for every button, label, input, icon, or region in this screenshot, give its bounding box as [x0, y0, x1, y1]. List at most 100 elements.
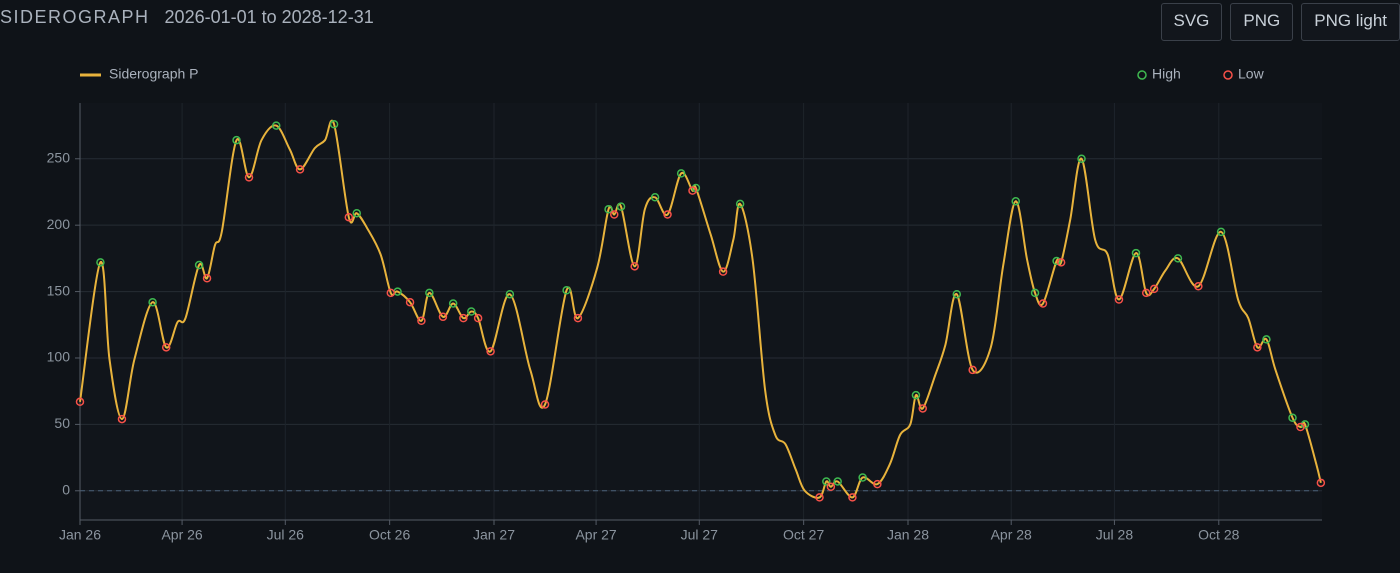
data-line [79, 119, 1322, 499]
extremum-marker [271, 121, 281, 130]
extremum-marker [1149, 284, 1159, 294]
extremum-marker [425, 288, 434, 298]
extremum-marker [459, 313, 468, 323]
x-tick-label: Apr 28 [991, 527, 1032, 543]
extremum-marker [826, 482, 836, 492]
extremum-marker [815, 493, 824, 502]
y-tick-label: 0 [62, 481, 70, 497]
extremum-marker [202, 274, 212, 283]
extremum-marker [438, 312, 448, 322]
extremum-marker [952, 289, 962, 299]
y-tick-label: 250 [47, 149, 71, 165]
extremum-marker [573, 313, 583, 323]
legend-swatch [1137, 70, 1147, 80]
export-button[interactable]: PNG [1230, 3, 1294, 41]
extremum-marker [858, 473, 867, 482]
extremum-marker [1173, 254, 1183, 263]
extremum-marker [1131, 248, 1141, 258]
extremum-marker [1194, 282, 1203, 291]
export-button[interactable]: SVG [1160, 3, 1223, 41]
extremum-marker [344, 212, 354, 222]
extremum-marker [833, 477, 842, 486]
extremum-marker [117, 414, 127, 424]
extremum-marker [386, 288, 396, 298]
x-tick-label: Oct 27 [783, 527, 824, 543]
x-tick-label: Oct 28 [1198, 527, 1239, 543]
extremum-marker [1052, 256, 1061, 266]
extremum-marker [505, 289, 515, 299]
extremum-marker [911, 390, 921, 400]
extremum-marker [1316, 478, 1326, 488]
extremum-marker [650, 193, 660, 202]
extremum-marker [1141, 288, 1151, 298]
extremum-marker [244, 173, 254, 182]
extremum-marker [448, 299, 458, 308]
extremum-marker [609, 210, 619, 219]
extremum-marker [96, 258, 105, 267]
extremum-marker [1114, 295, 1124, 304]
legend-label: Low [1238, 66, 1265, 82]
x-tick-label: Jul 28 [1096, 527, 1134, 543]
extremum-marker [1030, 288, 1040, 298]
chart-subtitle: 2026-01-01 to 2028-12-31 [164, 7, 374, 27]
x-tick-label: Apr 27 [575, 527, 616, 543]
extremum-marker [918, 404, 927, 413]
extremum-marker [1056, 258, 1066, 267]
y-tick-label: 100 [47, 349, 71, 365]
extremum-marker [352, 208, 362, 218]
plot-area [80, 103, 1322, 520]
extremum-marker [232, 135, 241, 145]
extremum-marker [473, 313, 483, 323]
extremum-marker [616, 202, 626, 211]
extremum-marker [194, 260, 204, 270]
extremum-marker [968, 365, 977, 375]
extremum-marker [417, 316, 426, 326]
extremum-marker [1038, 299, 1048, 308]
extremum-marker [486, 347, 495, 356]
extremum-marker [718, 267, 728, 276]
extremum-marker [1216, 227, 1226, 237]
x-tick-label: Jan 27 [473, 527, 515, 543]
y-tick-label: 150 [47, 282, 71, 298]
extremum-marker [148, 297, 157, 307]
extremum-marker [873, 479, 882, 489]
extremum-marker [1253, 343, 1262, 352]
header: SIDEROGRAPH 2026-01-01 to 2028-12-31 [0, 7, 374, 28]
x-tick-label: Jan 26 [59, 527, 101, 543]
legend-swatch [1223, 70, 1233, 80]
export-button[interactable]: PNG light [1301, 3, 1400, 41]
extremum-marker [604, 204, 613, 214]
y-tick-label: 50 [54, 415, 70, 431]
legend-label: High [1152, 66, 1181, 82]
extremum-marker [1288, 413, 1297, 422]
x-tick-label: Oct 26 [369, 527, 410, 543]
extremum-marker [630, 262, 639, 271]
extremum-marker [329, 119, 339, 129]
extremum-marker [562, 286, 571, 295]
y-tick-label: 200 [47, 216, 71, 232]
extremum-marker [1077, 154, 1086, 164]
chart-title: SIDEROGRAPH [0, 7, 150, 27]
extremum-marker [75, 397, 85, 407]
extremum-marker [1296, 422, 1305, 432]
extremum-marker [676, 169, 686, 178]
extremum-marker [540, 400, 550, 409]
legend-label: Siderograph P [109, 66, 199, 82]
extremum-marker [848, 493, 857, 502]
x-tick-label: Jan 28 [887, 527, 929, 543]
x-tick-label: Jul 26 [267, 527, 305, 543]
extremum-marker [735, 199, 745, 209]
extremum-marker [688, 186, 697, 195]
x-tick-label: Jul 27 [681, 527, 719, 543]
x-tick-label: Apr 26 [161, 527, 202, 543]
extremum-marker [405, 297, 415, 307]
extremum-marker [295, 165, 305, 174]
extremum-marker [467, 307, 476, 316]
extremum-marker [1262, 335, 1271, 344]
extremum-marker [161, 343, 171, 352]
toolbar: SVG PNG PNG light [1160, 3, 1400, 41]
extremum-marker [663, 210, 672, 219]
extremum-marker [822, 477, 831, 486]
